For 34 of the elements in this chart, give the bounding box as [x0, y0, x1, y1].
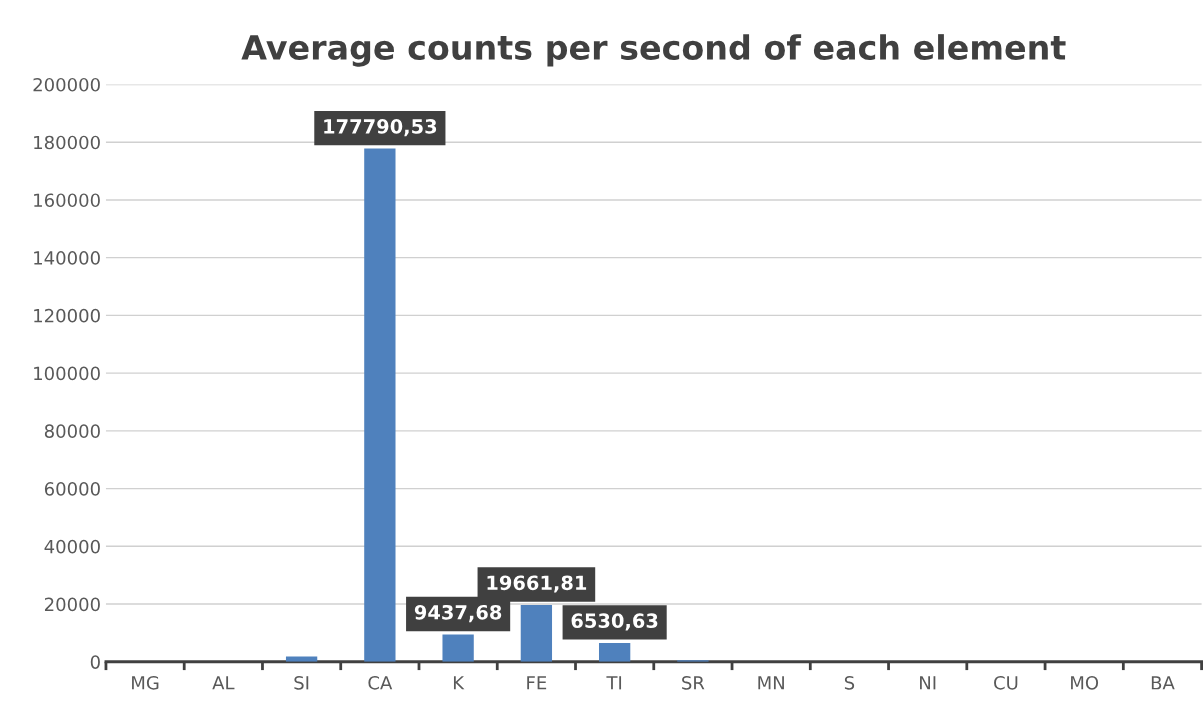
x-tick-label: MG — [132, 675, 159, 690]
y-tick-label: 140000 — [34, 251, 100, 265]
y-tick-label: 60000 — [44, 482, 100, 496]
x-tick-label: K — [453, 676, 465, 690]
x-tick-label: MO — [1071, 675, 1099, 690]
bar — [520, 605, 553, 662]
x-tick-label: SI — [294, 675, 309, 690]
data-label: 177790,53 — [324, 119, 437, 137]
x-tick-label: MN — [758, 676, 784, 690]
bar — [442, 634, 474, 662]
data-label: 6530,63 — [571, 613, 658, 631]
x-tick-label: S — [844, 675, 855, 690]
data-label: 9437,68 — [414, 604, 502, 623]
x-tick-label: SR — [682, 675, 705, 690]
x-tick-label: BA — [1151, 676, 1175, 690]
y-tick-label: 100000 — [34, 366, 100, 381]
y-tick-label: 120000 — [34, 308, 100, 323]
y-tick-label: 80000 — [44, 424, 100, 438]
x-tick-label: TI — [606, 676, 622, 690]
bar — [598, 642, 631, 662]
x-tick-label: AL — [212, 676, 235, 690]
y-tick-label: 20000 — [44, 597, 100, 612]
data-label: 19661,81 — [487, 575, 587, 593]
y-tick-label: 40000 — [44, 539, 100, 554]
x-tick-label: NI — [920, 676, 936, 690]
bar — [364, 148, 396, 662]
chart-title: Average counts per second of each element — [241, 34, 1066, 67]
y-tick-label: 0 — [90, 655, 100, 669]
y-tick-label: 180000 — [34, 135, 100, 150]
x-tick-label: CU — [994, 675, 1018, 690]
y-tick-label: 160000 — [34, 193, 100, 208]
y-tick-label: 200000 — [33, 77, 100, 92]
x-tick-label: CA — [368, 675, 393, 690]
x-tick-label: FE — [527, 676, 547, 690]
